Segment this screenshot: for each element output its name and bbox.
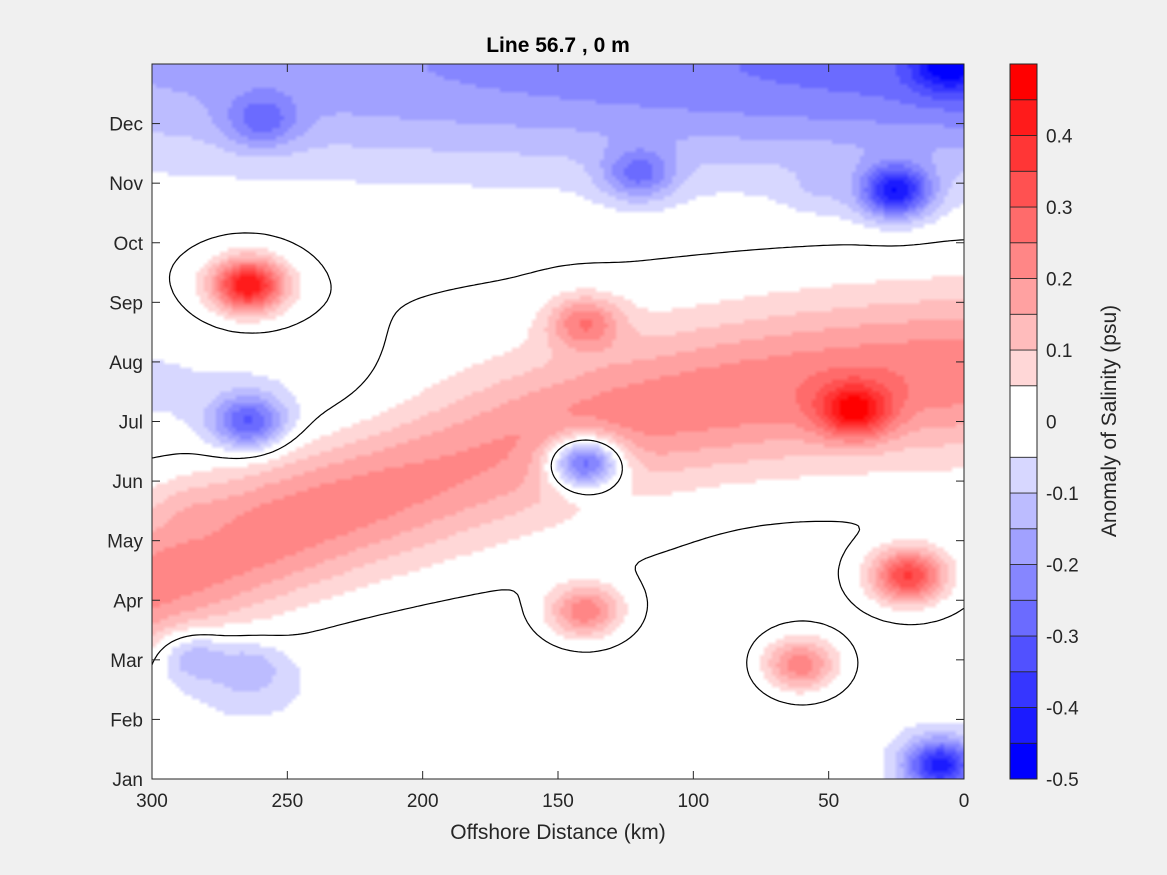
y-tick-label: Sep	[109, 293, 143, 314]
y-tick-label: Nov	[109, 174, 143, 195]
y-tick-label: Aug	[109, 353, 143, 374]
x-axis: 300 250 200 150 100 50 0	[136, 64, 969, 812]
colorbar-tick-label: -0.2	[1046, 556, 1079, 577]
y-tick-label: Jul	[119, 413, 143, 434]
colorbar-swatch	[1009, 170, 1038, 208]
colorbar-tick-label: 0	[1046, 413, 1057, 434]
y-tick-label: Dec	[109, 115, 143, 136]
colorbar-tick-label: -0.1	[1046, 484, 1079, 505]
x-tick-label: 200	[407, 791, 439, 812]
y-tick-label: Mar	[110, 651, 143, 672]
y-tick-label: Jun	[112, 472, 143, 493]
colorbar-tick-label: -0.4	[1046, 699, 1079, 720]
colorbar-axis: 0.4 0.3 0.2 0.1 0 -0.1 -0.2 -0.3 -0.4 -0.5	[1046, 127, 1079, 792]
colorbar-swatch	[1009, 242, 1038, 279]
y-tick-label: Feb	[110, 710, 143, 731]
colorbar-swatch	[1009, 456, 1038, 494]
colorbar-tick-label: 0.2	[1046, 270, 1072, 291]
x-tick-label: 50	[818, 791, 839, 812]
colorbar-swatch	[1009, 492, 1038, 530]
colorbar-swatch	[1009, 135, 1038, 172]
y-tick-label: May	[107, 532, 143, 553]
y-axis: Jan Feb Mar Apr May Jun Jul Aug Sep Oct Nov Dec	[107, 115, 964, 791]
colorbar-swatch	[1009, 349, 1038, 387]
colorbar-swatch	[1009, 63, 1038, 101]
colorbar-label: Anomaly of Salinity (psu)	[1098, 305, 1121, 537]
x-tick-label: 100	[677, 791, 709, 812]
colorbar-swatch	[1009, 671, 1038, 708]
heatmap-field	[152, 64, 964, 779]
colorbar	[1009, 63, 1038, 780]
colorbar-tick-label: 0.4	[1046, 127, 1073, 148]
colorbar-tick-label: -0.3	[1046, 627, 1079, 648]
x-tick-label: 300	[136, 791, 168, 812]
colorbar-swatch	[1009, 742, 1038, 780]
colorbar-frame	[1009, 63, 1038, 780]
colorbar-tick-label: -0.5	[1046, 770, 1079, 791]
colorbar-swatch	[1009, 206, 1038, 244]
x-tick-label: 150	[542, 791, 574, 812]
colorbar-swatch	[1009, 313, 1038, 351]
colorbar-swatch	[1009, 564, 1038, 601]
colorbar-swatch	[1009, 528, 1038, 565]
colorbar-swatch	[1009, 385, 1038, 458]
chart-title: Line 56.7 , 0 m	[486, 34, 630, 57]
x-axis-label: Offshore Distance (km)	[450, 821, 666, 844]
colorbar-swatch	[1009, 707, 1038, 744]
colorbar-tick-label: 0.1	[1046, 341, 1072, 362]
zero-contour	[152, 232, 964, 706]
y-tick-label: Oct	[113, 234, 143, 255]
colorbar-swatch	[1009, 278, 1038, 315]
colorbar-swatch	[1009, 635, 1038, 673]
colorbar-swatch	[1009, 599, 1038, 637]
colorbar-tick-label: 0.3	[1046, 198, 1072, 219]
zero-contour-lines	[152, 232, 964, 706]
colorbar-swatch	[1009, 99, 1038, 136]
y-tick-label: Apr	[113, 591, 143, 612]
x-tick-label: 250	[271, 791, 303, 812]
y-tick-label: Jan	[112, 770, 143, 791]
x-tick-label: 0	[959, 791, 970, 812]
